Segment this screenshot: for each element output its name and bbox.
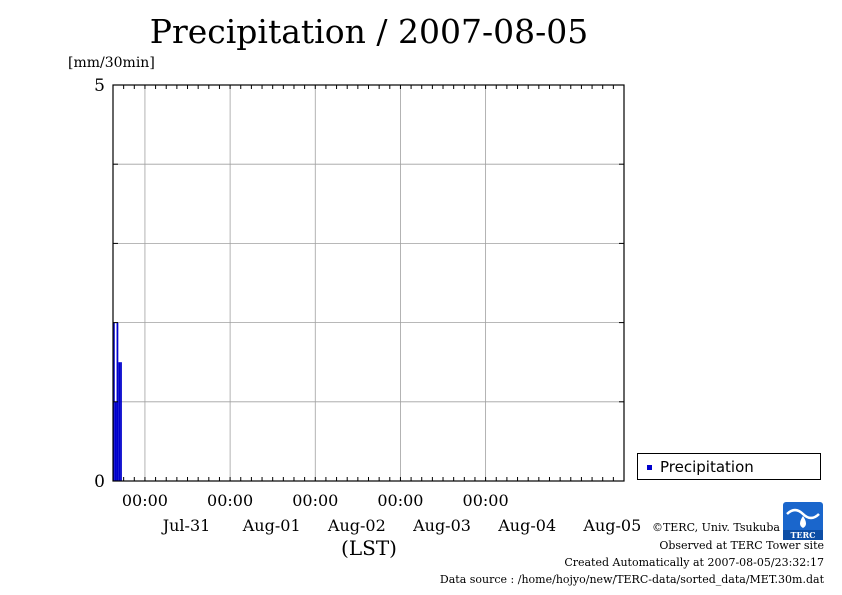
x-date-label: Aug-05: [582, 516, 641, 535]
x-tick-label: 00:00: [122, 491, 168, 510]
site-text: Observed at TERC Tower site: [659, 539, 824, 552]
logo-text: TERC: [790, 530, 815, 540]
x-tick-label: 00:00: [292, 491, 338, 510]
legend-swatch: [647, 465, 652, 470]
precip-bar: [120, 362, 122, 481]
legend: Precipitation: [637, 453, 821, 480]
x-tick-label: 00:00: [377, 491, 423, 510]
x-date-label: Jul-31: [161, 516, 211, 535]
y-tick-label: 0: [94, 472, 105, 492]
legend-label: Precipitation: [660, 458, 754, 476]
precip-bar: [118, 362, 121, 481]
created-text: Created Automatically at 2007-08-05/23:3…: [564, 556, 824, 569]
x-date-label: Aug-01: [242, 516, 301, 535]
chart-title: Precipitation / 2007-08-05: [149, 12, 589, 51]
copyright-text: ©TERC, Univ. Tsukuba: [651, 521, 780, 534]
grid-lines: [113, 85, 624, 481]
axis-ticks: [112, 85, 625, 481]
x-date-label: Aug-04: [497, 516, 556, 535]
y-tick-label: 5: [94, 76, 105, 96]
y-axis-unit: [mm/30min]: [68, 55, 155, 71]
x-date-label: Aug-03: [412, 516, 471, 535]
x-date-label: Aug-02: [327, 516, 386, 535]
x-tick-label: 00:00: [207, 491, 253, 510]
x-tick-label: 00:00: [463, 491, 509, 510]
plot-frame: [112, 84, 625, 482]
x-axis-label: (LST): [341, 536, 397, 560]
terc-logo: TERC: [783, 502, 823, 540]
precip-bar: [114, 401, 117, 481]
source-text: Data source : /home/hojyo/new/TERC-data/…: [439, 573, 824, 586]
axis-labels: 00:00 00:00 00:00 00:00 00:00 Jul-31 Aug-01 Aug…: [94, 76, 641, 535]
